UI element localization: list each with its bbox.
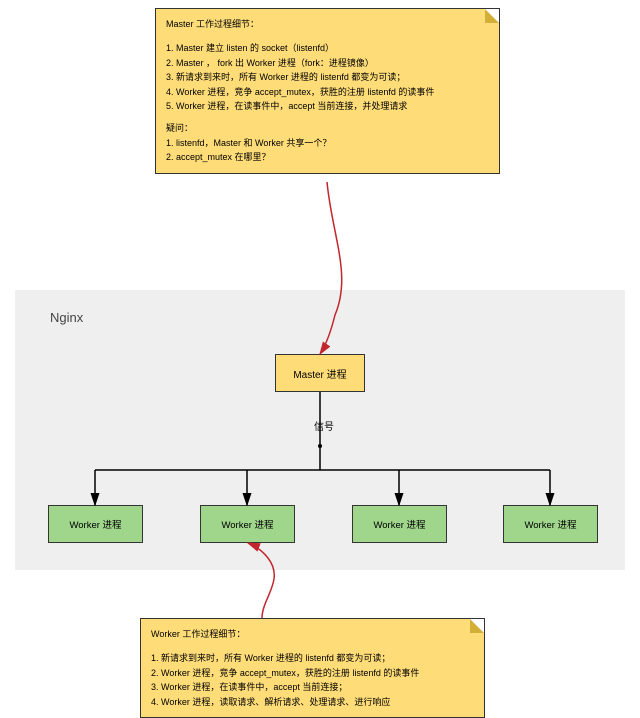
master-node: Master 进程 <box>275 354 365 392</box>
nginx-label: Nginx <box>50 310 83 325</box>
worker-node: Worker 进程 <box>48 505 143 543</box>
note-line: 2. Master ， fork 出 Worker 进程（fork：进程镜像） <box>166 56 489 70</box>
worker-label: Worker 进程 <box>373 517 425 531</box>
note-line: 1. Master 建立 listen 的 socket（listenfd） <box>166 41 489 55</box>
note-title: Master 工作过程细节： <box>166 17 489 31</box>
worker-label: Worker 进程 <box>221 517 273 531</box>
worker-node: Worker 进程 <box>503 505 598 543</box>
note-line: 2. accept_mutex 在哪里？ <box>166 150 489 164</box>
note-q-title: 疑问： <box>166 121 489 135</box>
worker-note: Worker 工作过程细节： 1. 新请求到来时，所有 Worker 进程的 l… <box>140 618 485 718</box>
note-line: 2. Worker 进程，竞争 accept_mutex，获胜的注册 liste… <box>151 666 474 680</box>
worker-node: Worker 进程 <box>200 505 295 543</box>
master-note: Master 工作过程细节： 1. Master 建立 listen 的 soc… <box>155 8 500 174</box>
note-line: 4. Worker 进程，竞争 accept_mutex，获胜的注册 liste… <box>166 85 489 99</box>
note-line: 3. 新请求到来时，所有 Worker 进程的 listenfd 都变为可读； <box>166 70 489 84</box>
note-line: 5. Worker 进程，在读事件中，accept 当前连接，并处理请求 <box>166 99 489 113</box>
signal-label: 信号 <box>312 418 336 433</box>
worker-label: Worker 进程 <box>524 517 576 531</box>
note-line: 1. listenfd，Master 和 Worker 共享一个？ <box>166 136 489 150</box>
note-line: 4. Worker 进程，读取请求、解析请求、处理请求、进行响应 <box>151 695 474 709</box>
note-title: Worker 工作过程细节： <box>151 627 474 641</box>
note-line: 3. Worker 进程，在读事件中，accept 当前连接； <box>151 680 474 694</box>
worker-label: Worker 进程 <box>69 517 121 531</box>
note-line: 1. 新请求到来时，所有 Worker 进程的 listenfd 都变为可读； <box>151 651 474 665</box>
master-label: Master 进程 <box>293 366 346 381</box>
worker-node: Worker 进程 <box>352 505 447 543</box>
